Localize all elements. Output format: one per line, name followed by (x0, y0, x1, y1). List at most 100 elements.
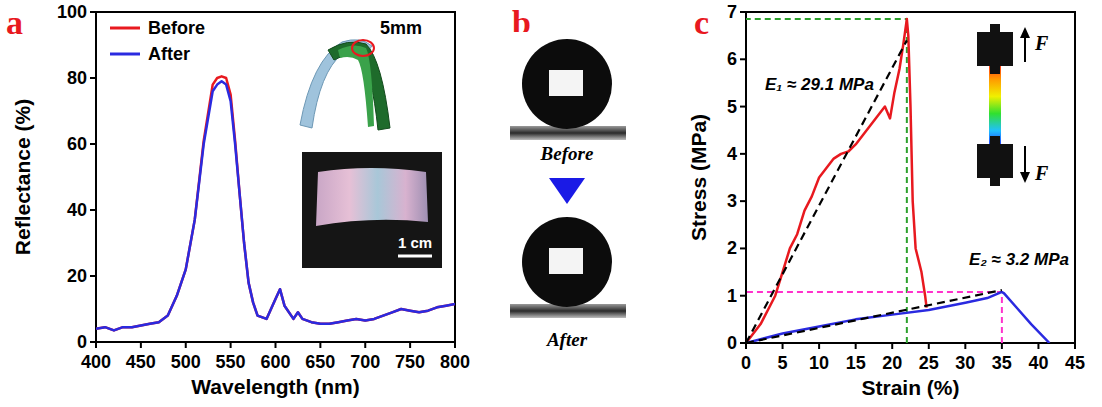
photo-bg (302, 152, 442, 268)
fit-line (746, 40, 907, 343)
x-tick (230, 342, 232, 348)
legend-swatch (110, 53, 140, 56)
x-tick (964, 343, 966, 349)
photo-bg (510, 32, 626, 144)
force-arrow-head (1020, 27, 1030, 38)
droplet-photo: Before (510, 32, 626, 164)
annotation: 1 cm (398, 234, 432, 251)
droplet (522, 217, 612, 307)
fit-line (746, 290, 1002, 343)
fit-label: E₁ ≈ 29.1 MPa (765, 75, 874, 94)
y-tick (90, 143, 96, 145)
x-tick-label: 450 (126, 352, 156, 372)
arrow (549, 178, 585, 204)
force-label: F (1034, 32, 1049, 54)
series-line (96, 81, 455, 330)
y-tick-label: 80 (67, 68, 87, 88)
x-tick-label: 25 (919, 353, 939, 373)
droplet-highlight (549, 248, 583, 274)
x-axis-title: Strain (%) (861, 376, 959, 399)
y-tick (740, 153, 746, 155)
y-tick-label: 0 (727, 333, 737, 353)
series-line (96, 76, 455, 330)
y-tick (740, 58, 746, 60)
y-tick-label: 0 (77, 332, 87, 352)
axes: 05101520253035404501234567Strain (%)Stre… (687, 2, 1085, 399)
y-tick (740, 106, 746, 108)
y-tick-label: 100 (57, 2, 87, 22)
series-line (746, 19, 927, 343)
y-tick-label: 7 (727, 2, 737, 22)
caption: Before (540, 143, 594, 164)
x-tick (275, 342, 277, 348)
x-tick-label: 10 (809, 353, 829, 373)
y-tick-label: 2 (727, 238, 737, 258)
x-tick (855, 343, 857, 349)
panel-letter: a (6, 4, 23, 41)
y-tick (90, 11, 96, 13)
highlight-ring (352, 40, 374, 56)
legend-label: Before (148, 18, 205, 38)
y-tick (90, 341, 96, 343)
y-tick (90, 77, 96, 79)
x-tick-label: 0 (741, 353, 751, 373)
force-label: F (1034, 162, 1049, 184)
x-tick (140, 342, 142, 348)
y-tick-label: 6 (727, 49, 737, 69)
series-line (746, 292, 1049, 343)
x-tick (1037, 343, 1039, 349)
x-tick (185, 342, 187, 348)
force-arrow (1024, 34, 1026, 62)
x-tick (364, 342, 366, 348)
legend: Before After (110, 18, 205, 64)
photo-bg (510, 210, 626, 322)
x-tick-label: 650 (305, 352, 335, 372)
guide-line (746, 19, 907, 343)
clamp (990, 24, 1000, 74)
x-tick (1001, 343, 1003, 349)
y-tick (740, 342, 746, 344)
y-tick-label: 4 (727, 144, 737, 164)
specimen (989, 62, 1001, 148)
x-tick-label: 40 (1028, 353, 1048, 373)
x-tick-label: 800 (440, 352, 470, 372)
x-tick-label: 35 (992, 353, 1012, 373)
x-tick-label: 45 (1065, 353, 1085, 373)
droplet-photo: After (510, 210, 626, 350)
figure: a400450500550600650700750800020406080100… (0, 0, 1102, 407)
x-tick-label: 750 (395, 352, 425, 372)
x-tick-label: 400 (81, 352, 111, 372)
x-tick (928, 343, 930, 349)
plot-frame (96, 12, 455, 342)
droplet-highlight (549, 70, 583, 96)
x-axis-title: Wavelength (nm) (191, 375, 359, 398)
y-tick (90, 209, 96, 211)
x-tick (891, 343, 893, 349)
x-tick-label: 20 (882, 353, 902, 373)
axes: 400450500550600650700750800020406080100W… (11, 2, 470, 398)
y-tick (740, 295, 746, 297)
x-tick (454, 342, 456, 348)
legend-label: After (148, 44, 190, 64)
x-tick-label: 500 (171, 352, 201, 372)
y-axis-title: Stress (MPa) (687, 114, 710, 241)
x-tick (319, 342, 321, 348)
fit-label: E₂ ≈ 3.2 MPa (969, 250, 1069, 269)
y-tick-label: 1 (727, 286, 737, 306)
x-tick-label: 600 (260, 352, 290, 372)
x-tick-label: 30 (955, 353, 975, 373)
inset-photo: 1 cm (302, 152, 442, 268)
x-tick-label: 5 (778, 353, 788, 373)
y-axis-title: Reflectance (%) (11, 99, 34, 255)
y-tick-label: 60 (67, 134, 87, 154)
droplet (522, 39, 612, 129)
film-shape (338, 45, 374, 127)
x-tick-label: 15 (846, 353, 866, 373)
legend-swatch (110, 27, 140, 30)
y-tick (740, 200, 746, 202)
y-tick-label: 40 (67, 200, 87, 220)
panel-letter: c (694, 4, 709, 41)
inset-film: 5mm (300, 18, 422, 130)
plot-area (746, 19, 1049, 343)
x-tick (782, 343, 784, 349)
